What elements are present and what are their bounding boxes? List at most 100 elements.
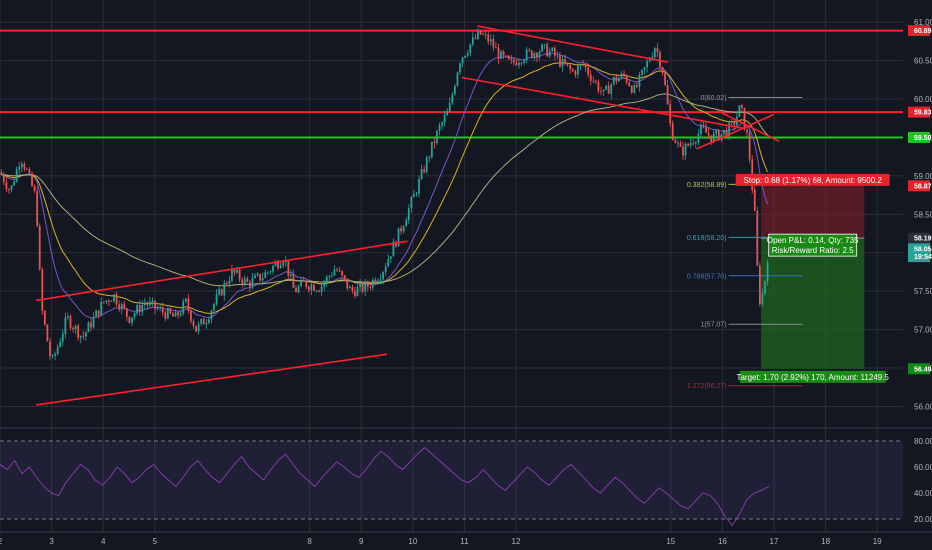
candle-body	[269, 271, 272, 273]
price-tick-label: 58.50	[914, 210, 932, 219]
candle	[361, 281, 364, 294]
candle	[518, 58, 520, 69]
candle	[331, 272, 333, 279]
candle	[46, 324, 49, 342]
candle	[10, 184, 13, 193]
price-tag-bg	[908, 106, 930, 118]
candle-body	[10, 185, 13, 190]
candle	[18, 161, 21, 175]
candle-body	[289, 274, 292, 276]
trend-lines[interactable]	[35, 25, 780, 406]
candle	[477, 27, 479, 41]
candle	[395, 240, 397, 248]
candle	[38, 223, 41, 271]
candle-body	[33, 186, 36, 192]
candle-body	[594, 80, 597, 82]
candle-body	[489, 39, 492, 42]
candle-body	[67, 316, 69, 318]
candle-body	[5, 182, 8, 190]
candle	[666, 79, 669, 105]
candle	[356, 282, 359, 297]
candle-body	[64, 317, 67, 334]
candle	[502, 49, 505, 60]
candle	[456, 71, 459, 87]
candle-body	[574, 71, 577, 75]
candle-body	[548, 51, 551, 57]
candle	[566, 64, 569, 68]
candle-body	[556, 55, 559, 57]
candle-body	[374, 279, 377, 284]
candle-body	[648, 59, 651, 62]
candle	[97, 310, 100, 319]
time-tick-label: 9	[359, 537, 364, 546]
stop-label-bg	[735, 173, 890, 186]
candle	[584, 63, 587, 72]
candle	[315, 290, 318, 293]
rsi-line	[0, 446, 770, 527]
candle-body	[292, 274, 295, 289]
candle	[241, 277, 244, 289]
candle	[546, 42, 549, 57]
candle-body	[82, 335, 85, 337]
time-tick-label: 16	[718, 537, 727, 546]
candle	[623, 70, 625, 79]
candle	[748, 128, 751, 164]
candle-body	[592, 80, 595, 82]
candle	[295, 284, 297, 293]
candle	[223, 279, 226, 301]
candle	[597, 79, 600, 94]
candle	[553, 45, 556, 61]
candle-body	[28, 169, 31, 174]
candle	[154, 300, 156, 314]
candle	[179, 309, 182, 318]
candle	[200, 318, 203, 326]
candle	[310, 281, 313, 296]
candle	[697, 129, 700, 146]
candle	[607, 81, 610, 94]
candle	[84, 331, 87, 341]
candle-body	[612, 77, 615, 85]
candle-body	[297, 286, 300, 293]
time-axis[interactable]: 2 3 4 5 8 9 10 11 12 15 16 17 18 19	[0, 537, 882, 546]
candle-body	[56, 346, 59, 354]
price-axis[interactable]: 56.0056.5057.0057.5058.0058.5059.0059.50…	[908, 18, 932, 524]
time-tick-label: 11	[460, 537, 469, 546]
candle	[543, 43, 546, 49]
candle	[115, 291, 118, 307]
candle-body	[384, 266, 387, 273]
candle	[438, 122, 441, 136]
price-tag-bg	[908, 232, 930, 244]
candle-body	[74, 325, 77, 329]
candle	[125, 307, 128, 322]
candle	[372, 277, 374, 291]
candle	[123, 300, 126, 310]
candle-body	[474, 37, 477, 39]
candle-body	[8, 189, 10, 190]
candle-body	[210, 310, 213, 320]
candle	[579, 63, 582, 71]
candle	[497, 43, 500, 64]
candle	[702, 121, 705, 129]
candle	[538, 49, 541, 61]
candle-body	[610, 84, 613, 94]
position-tool[interactable]	[761, 185, 865, 369]
candle-body	[256, 273, 259, 276]
candle	[525, 46, 528, 64]
candle	[715, 128, 718, 139]
candle-body	[553, 47, 556, 56]
candle-body	[341, 270, 344, 276]
candle	[120, 302, 123, 315]
candle	[28, 166, 31, 175]
candle	[56, 344, 59, 356]
candle	[661, 66, 664, 76]
candle-body	[356, 287, 359, 297]
candle-body	[248, 281, 251, 287]
candle-body	[689, 143, 692, 146]
candle	[459, 62, 461, 75]
candle-body	[402, 226, 405, 232]
candle	[159, 303, 162, 312]
candle	[551, 47, 554, 53]
candle	[210, 309, 213, 324]
candle-body	[236, 269, 238, 273]
